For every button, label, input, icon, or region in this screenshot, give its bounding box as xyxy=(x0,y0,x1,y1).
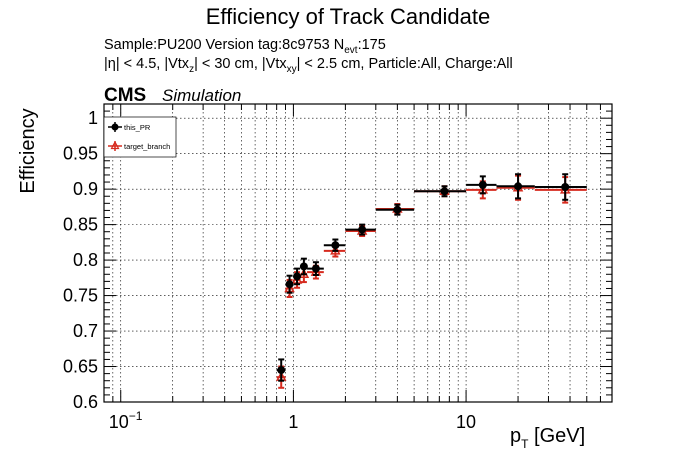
legend-item: this_PR xyxy=(108,122,151,132)
marker-circle xyxy=(478,180,487,189)
info-line-2-sub2: xy xyxy=(287,64,297,75)
cms-label: CMS xyxy=(104,85,146,106)
series-target_branch xyxy=(275,174,587,389)
data-point xyxy=(276,358,286,382)
data-point xyxy=(323,238,346,252)
chart-title: Efficiency of Track Candidate xyxy=(206,4,491,29)
info-line-1: Sample:PU200 Version tag:8c9753 Nevt:175 xyxy=(104,37,386,56)
data-point xyxy=(307,261,324,276)
marker-circle xyxy=(393,205,402,214)
legend-item: target_branch xyxy=(108,140,170,151)
marker-circle xyxy=(440,187,449,196)
x-axis-label-sub: T xyxy=(521,437,529,451)
axis-ticks xyxy=(103,103,613,403)
data-point xyxy=(293,267,302,286)
legend-label: this_PR xyxy=(124,123,151,132)
marker-circle xyxy=(311,264,320,273)
data-point xyxy=(375,203,415,216)
data-point xyxy=(466,175,497,195)
data-point xyxy=(345,223,376,236)
marker-circle xyxy=(514,182,523,191)
data-point xyxy=(285,274,294,294)
y-axis-label: Efficiency xyxy=(17,108,39,193)
y-tick-label: 1 xyxy=(88,108,98,128)
y-tick-label: 0.65 xyxy=(63,357,98,377)
x-tick-label: 10−1 xyxy=(109,409,143,432)
data-series xyxy=(275,173,587,389)
legend-marker xyxy=(111,123,119,131)
y-tick-label: 0.8 xyxy=(73,250,98,270)
data-point xyxy=(534,176,587,204)
y-tick-label: 0.6 xyxy=(73,392,98,412)
y-tick-label: 0.95 xyxy=(63,144,98,164)
x-axis-label-main: p xyxy=(510,425,521,447)
marker-circle xyxy=(331,241,340,250)
marker-circle xyxy=(561,183,570,192)
marker-circle xyxy=(358,225,367,234)
plot-border xyxy=(103,103,613,403)
x-axis-label: pT [GeV] xyxy=(510,425,585,451)
marker-circle xyxy=(293,272,302,281)
plot-frame xyxy=(103,103,613,403)
y-tick-label: 0.9 xyxy=(73,179,98,199)
marker-circle xyxy=(299,262,308,271)
series-this_PR xyxy=(276,173,587,382)
info-line-2: |η| < 4.5, |Vtxz| < 30 cm, |Vtxxy| < 2.5… xyxy=(104,56,513,75)
x-tick-label-exponent: −1 xyxy=(129,409,143,423)
marker-circle xyxy=(285,280,294,289)
data-point xyxy=(496,173,535,200)
grid xyxy=(103,104,613,403)
data-point xyxy=(299,257,308,276)
legend: this_PR target_branch xyxy=(103,116,177,158)
y-tick-label: 0.85 xyxy=(63,215,98,235)
data-point xyxy=(414,185,467,198)
legend-label: target_branch xyxy=(124,142,170,151)
info-line-1-suffix: :175 xyxy=(358,37,386,53)
info-line-1-sub: evt xyxy=(344,45,358,56)
x-tick-label: 10 xyxy=(456,412,476,432)
y-tick-label: 0.7 xyxy=(73,321,98,341)
info-line-2-part2: | < 30 cm, |Vtx xyxy=(194,56,287,72)
x-tick-labels: 10−1 1 10 xyxy=(109,409,476,432)
info-line-2-sub1: z xyxy=(189,64,194,75)
x-tick-label: 1 xyxy=(288,412,298,432)
data-point xyxy=(534,173,587,201)
y-tick-label: 0.75 xyxy=(63,286,98,306)
simulation-label: Simulation xyxy=(162,86,241,105)
x-axis-label-rest: [GeV] xyxy=(528,425,585,447)
info-line-2-part1: |η| < 4.5, |Vtx xyxy=(104,56,190,72)
info-line-1-prefix: Sample:PU200 Version tag:8c9753 N xyxy=(104,37,344,53)
marker-circle xyxy=(277,366,286,375)
info-line-2-part3: | < 2.5 cm, Particle:All, Charge:All xyxy=(297,56,513,72)
y-tick-labels: 0.6 0.65 0.7 0.75 0.8 0.85 0.9 0.95 1 xyxy=(63,108,98,412)
x-tick-label-base: 10 xyxy=(109,412,129,432)
legend-marker xyxy=(110,140,120,150)
